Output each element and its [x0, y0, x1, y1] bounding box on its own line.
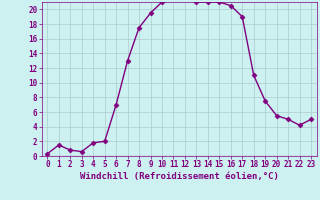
X-axis label: Windchill (Refroidissement éolien,°C): Windchill (Refroidissement éolien,°C) — [80, 172, 279, 181]
